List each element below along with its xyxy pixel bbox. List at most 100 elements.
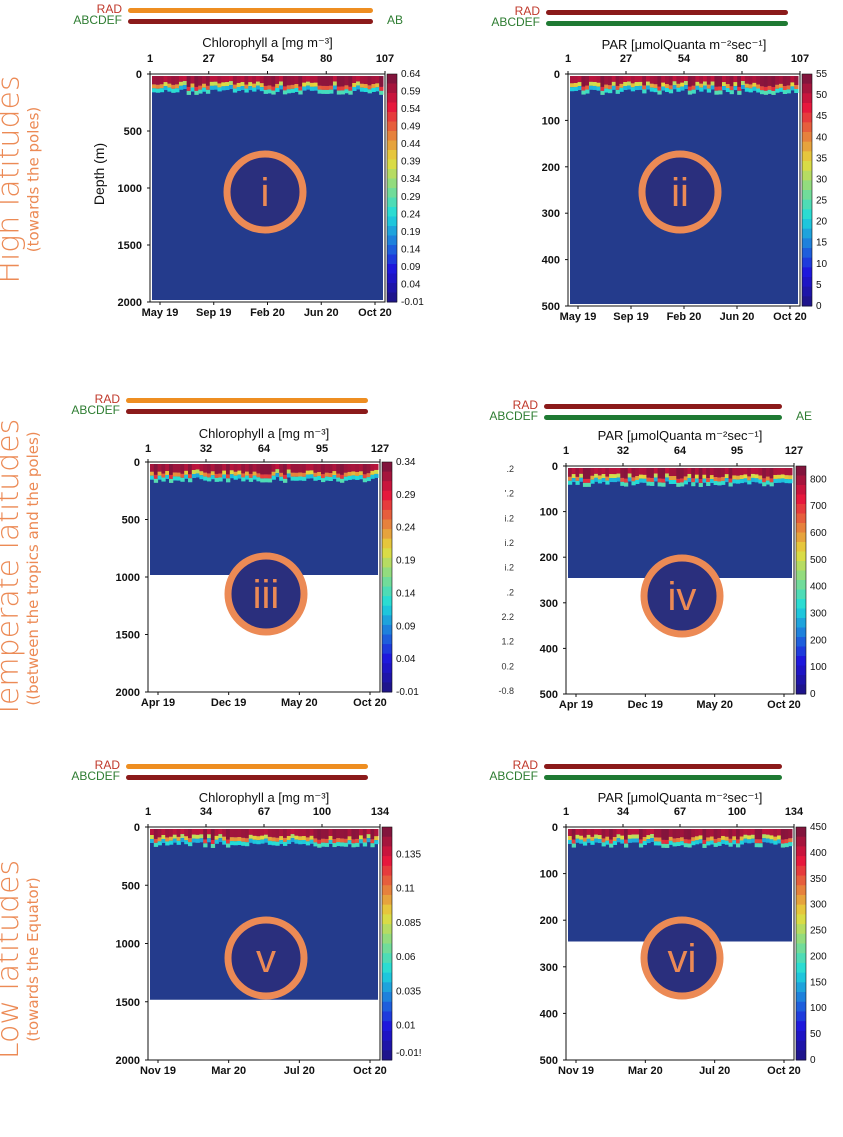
subsurface-cell: [747, 835, 752, 840]
subsurface-cell: [267, 478, 273, 483]
subsurface-cell: [615, 85, 620, 90]
subsurface-cell: [321, 842, 326, 847]
subsurface-cell: [594, 477, 599, 482]
x-tick-label: Nov 19: [558, 1065, 594, 1077]
subsurface-cell: [367, 85, 372, 90]
subsurface-cell: [159, 88, 165, 93]
subsurface-cell: [653, 477, 659, 482]
surface-cell: [665, 829, 670, 840]
y-tick-label: 300: [540, 962, 558, 974]
colorbar-segment: [796, 885, 806, 896]
subsurface-cell: [590, 836, 595, 841]
surface-cell: [279, 829, 284, 837]
colorbar-segment: [382, 577, 392, 588]
legend-rad-bar: [544, 404, 782, 409]
subsurface-cell: [267, 89, 272, 94]
subsurface-cell: [635, 838, 640, 843]
subsurface-cell: [635, 479, 640, 484]
subsurface-cell: [728, 482, 733, 487]
colorbar-segment: [796, 637, 806, 647]
subsurface-cell: [343, 842, 349, 847]
subsurface-cell: [305, 470, 311, 475]
top-tick-label: 80: [320, 53, 332, 65]
surface-cell: [178, 76, 184, 82]
subsurface-cell: [683, 480, 688, 485]
subsurface-cell: [616, 473, 621, 478]
subsurface-cell: [195, 834, 200, 839]
subsurface-cell: [199, 834, 204, 839]
subsurface-cell: [710, 81, 715, 86]
subsurface-cell: [190, 87, 195, 92]
surface-cell: [619, 76, 624, 84]
surface-cell: [668, 76, 674, 86]
legend-abcdef-label: ABCDEF: [489, 409, 538, 423]
subsurface-cell: [721, 839, 726, 844]
colorbar-tick-label: 0.085: [396, 918, 421, 929]
subsurface-cell: [786, 89, 791, 94]
subsurface-cell: [153, 478, 159, 483]
subsurface-cell: [620, 839, 625, 844]
surface-cell: [267, 829, 273, 837]
subsurface-cell: [653, 84, 658, 89]
colorbar-segment: [802, 151, 812, 162]
subsurface-cell: [714, 86, 719, 91]
subsurface-cell: [698, 482, 703, 487]
subsurface-cell: [167, 87, 172, 92]
subsurface-cell: [375, 87, 380, 92]
colorbar-segment: [387, 131, 397, 141]
subsurface-cell: [370, 839, 375, 844]
surface-cell: [340, 464, 345, 475]
subsurface-cell: [736, 475, 741, 480]
subsurface-cell: [191, 474, 197, 479]
ghost-tick-label: i.2: [504, 563, 514, 573]
subsurface-cell: [691, 837, 696, 842]
panel-badge: [640, 916, 724, 1000]
subsurface-cell: [609, 478, 614, 483]
subsurface-cell: [207, 838, 212, 843]
surface-cell: [702, 468, 707, 475]
surface-cell: [218, 464, 223, 474]
surface-cell: [786, 76, 791, 86]
colorbar-segment: [382, 885, 392, 896]
legend-rad-bar: [126, 398, 368, 403]
subsurface-cell: [612, 478, 618, 483]
surface-cell: [191, 829, 197, 835]
subsurface-cell: [694, 840, 700, 845]
surface-cell: [351, 829, 356, 840]
colorbar-segment: [796, 1021, 806, 1032]
surface-cell: [650, 829, 655, 835]
surface-cell: [765, 829, 771, 835]
panel-badge-label: v: [256, 937, 276, 981]
surface-cell: [157, 464, 162, 472]
x-tick-label: Jul 20: [699, 1065, 730, 1077]
colorbar-segment: [382, 624, 392, 635]
surface-cell: [336, 76, 342, 87]
surface-cell: [374, 464, 379, 470]
subsurface-cell: [290, 834, 295, 839]
colorbar-tick-label: 400: [810, 582, 827, 593]
y-tick-label: 100: [542, 115, 560, 127]
surface-cell: [336, 464, 341, 474]
subsurface-cell: [340, 474, 345, 479]
surface-cell: [706, 829, 711, 838]
subsurface-cell: [370, 843, 375, 848]
surface-cell: [634, 76, 639, 83]
y-tick-label: 200: [540, 552, 558, 564]
subsurface-cell: [680, 86, 685, 91]
subsurface-cell: [157, 837, 162, 842]
subsurface-cell: [638, 474, 644, 479]
subsurface-cell: [263, 85, 268, 90]
surface-cell: [586, 468, 591, 479]
subsurface-cell: [784, 843, 789, 848]
subsurface-cell: [784, 475, 789, 480]
subsurface-cell: [616, 834, 621, 839]
y-tick-label: 400: [540, 643, 558, 655]
surface-cell: [203, 829, 208, 840]
surface-cell: [271, 464, 276, 472]
surface-cell: [627, 829, 632, 835]
colorbar-segment: [382, 894, 392, 906]
colorbar-segment: [387, 235, 397, 246]
surface-cell: [698, 468, 703, 479]
colorbar-segment: [382, 1001, 392, 1012]
colorbar-tick-label: 200: [810, 951, 827, 962]
